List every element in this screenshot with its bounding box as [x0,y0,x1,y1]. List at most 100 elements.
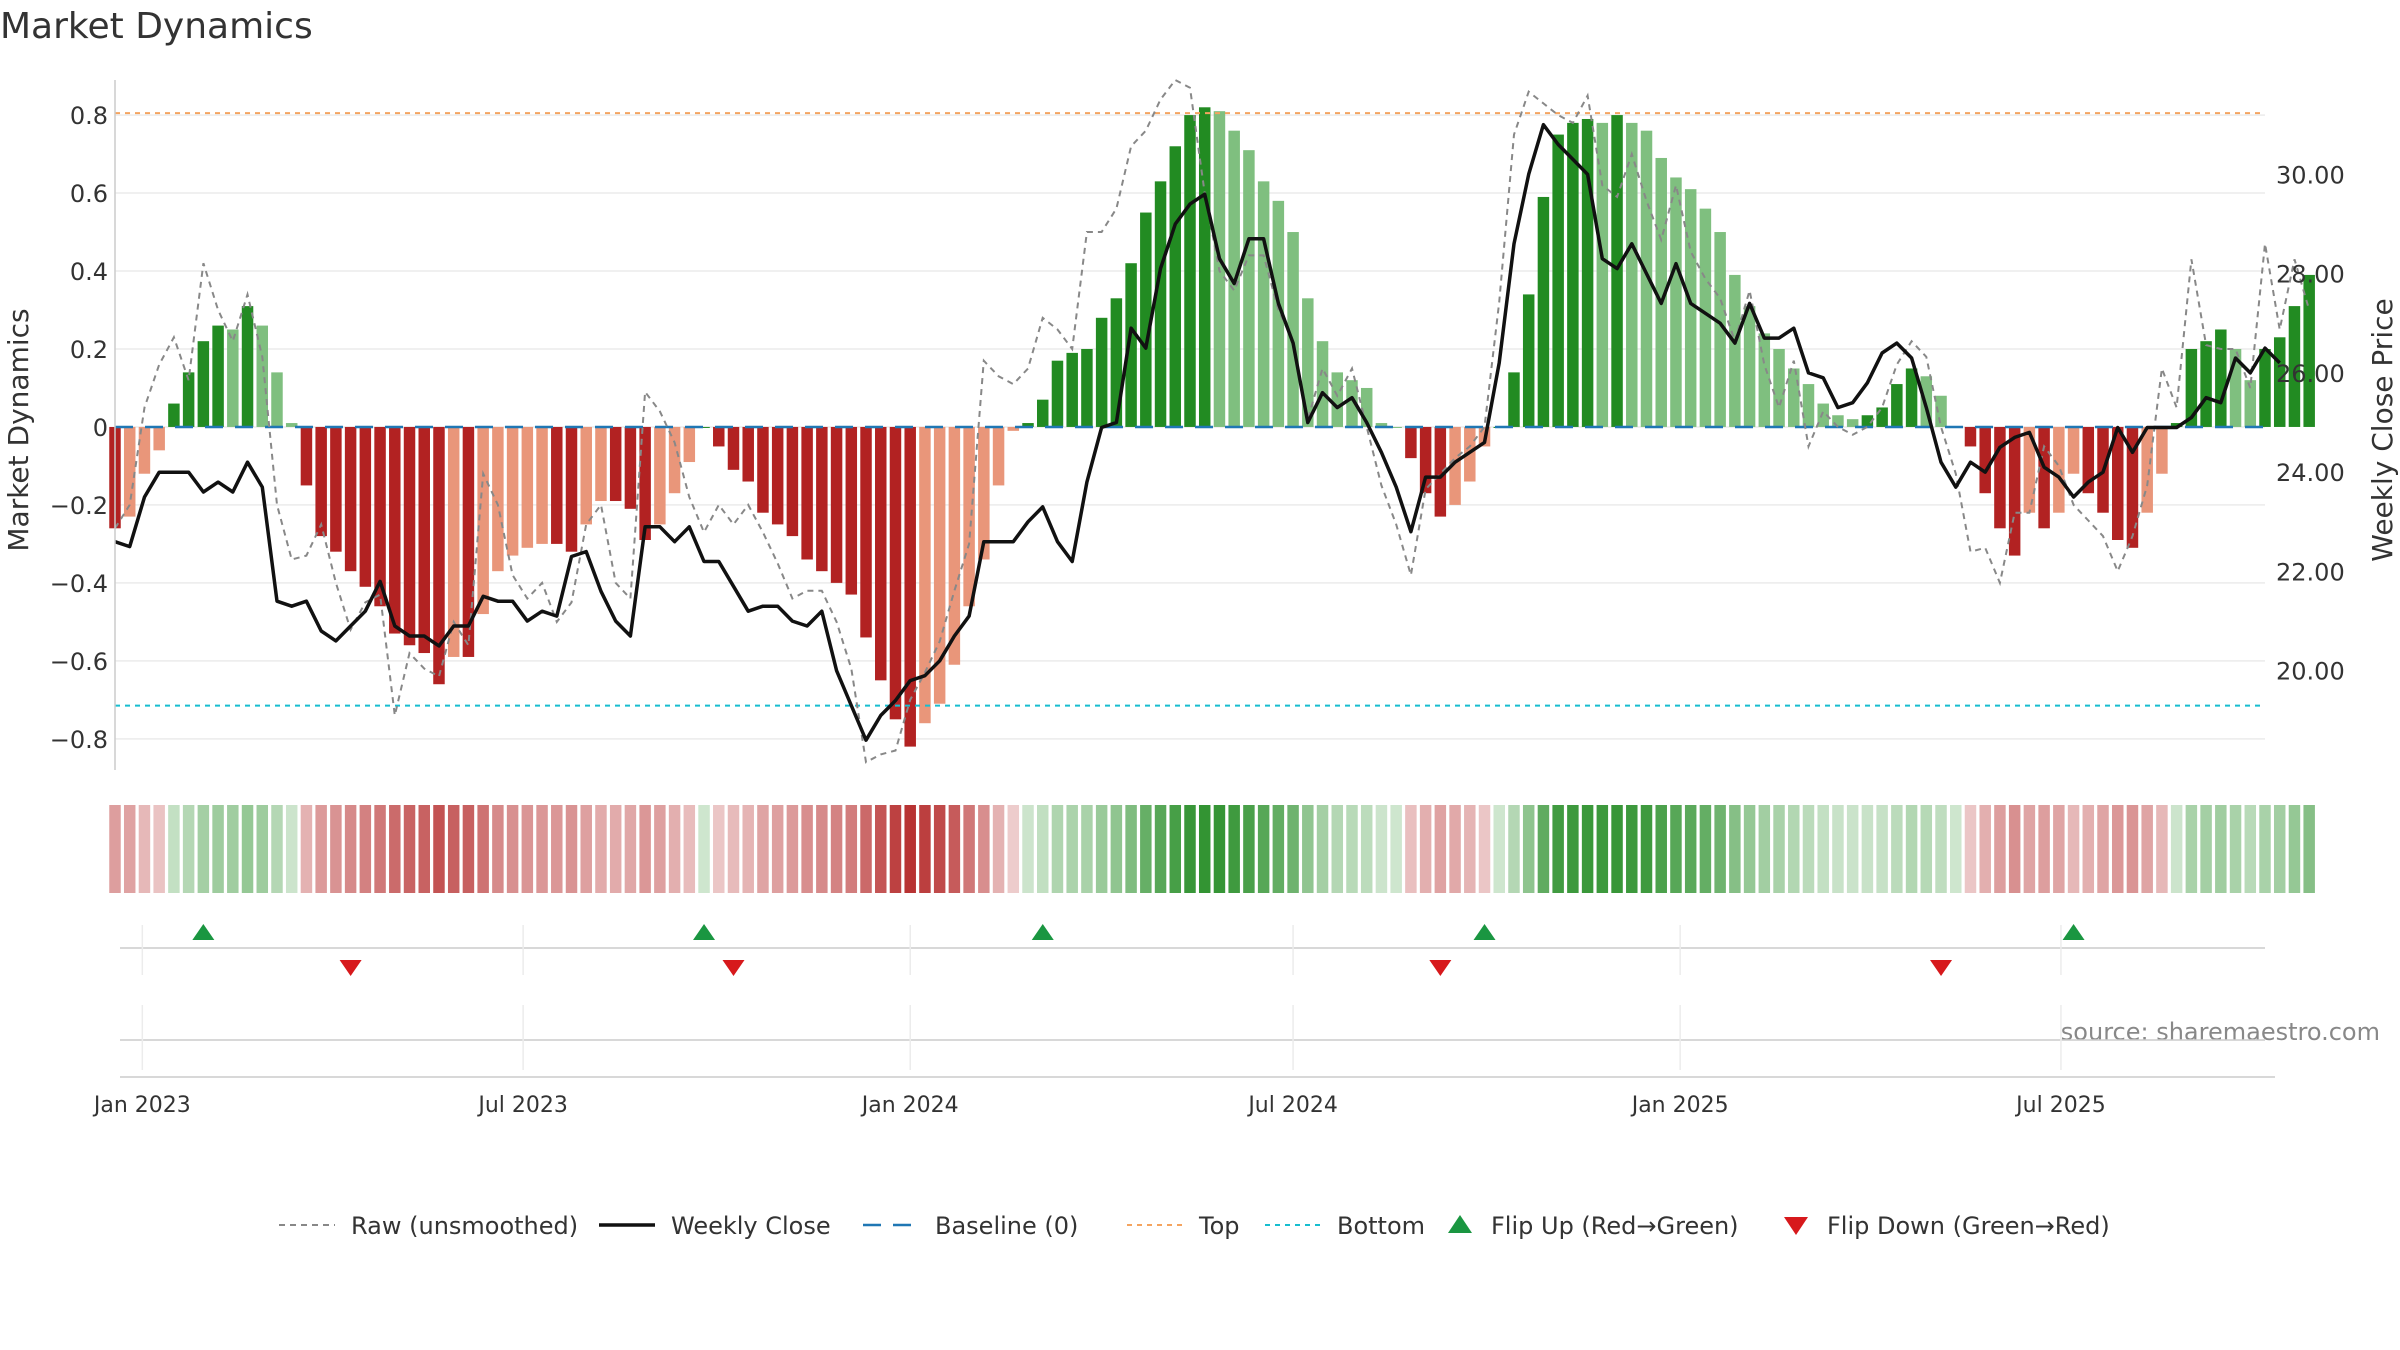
y-axis-right-label: Weekly Close Price [2366,298,2399,561]
regime-cell [1596,805,1609,893]
dynamics-bar [300,426,313,486]
flip-down-marker [722,960,745,976]
x-tick-label: Jul 2023 [476,1093,568,1118]
dynamics-bar [2156,426,2168,474]
regime-cell [1228,805,1240,893]
regime-cell [1140,805,1152,893]
regime-cell [1905,805,1918,893]
regime-cell [1817,805,1829,893]
regime-cell [1832,805,1844,893]
dynamics-bar [1655,157,1667,427]
regime-cell [2215,805,2227,893]
regime-cell [344,805,357,893]
dynamics-bar [1449,426,1461,505]
regime-cell [1066,805,1078,893]
dynamics-bar [153,426,165,451]
regime-cell [698,805,710,893]
dynamics-bar [2067,426,2080,474]
legend-label: Flip Up (Red→Green) [1491,1212,1739,1240]
axes: 0.8 0.6 0.4 0.2 0 −0.2 −0.4 −0.6 −0.8 30.00 28.00 2… [50,80,2345,770]
dynamics-bar [933,426,946,704]
regime-cell [477,805,489,893]
regime-cell [2229,805,2242,893]
dynamics-bar [683,426,696,463]
dynamics-bar [1964,426,1977,447]
dynamics-bar [1095,317,1108,427]
dynamics-bar [1670,177,1682,427]
y-left-tick-label: 0 [93,414,108,442]
dynamics-bar [447,426,460,657]
regime-cell [1316,805,1329,893]
regime-cell [1375,805,1388,893]
legend-label: Raw (unsmoothed) [351,1212,578,1240]
weekly-close-line [114,122,2281,742]
dynamics-bar [639,426,651,540]
dynamics-bar [1773,348,1785,427]
y-right-tick-label: 30.00 [2276,161,2345,189]
dynamics-bar [418,426,430,654]
regime-cell [1154,805,1167,893]
regime-cell [1434,805,1447,893]
dynamics-bar [212,325,224,427]
dynamics-bar [1022,423,1034,427]
regime-cell [2185,805,2198,893]
regime-cell [330,805,342,893]
regime-cell [1846,805,1859,893]
regime-cell [123,805,136,893]
dynamics-bar [1522,294,1535,427]
dynamics-bar [580,426,592,525]
dynamics-bar [1051,360,1064,427]
regime-cell [153,805,165,893]
dynamics-bar [1846,419,1859,427]
dynamics-bar [2244,380,2257,427]
regime-cell [1684,805,1697,893]
y-left-tick-label: 0.6 [70,180,108,208]
dynamics-bar [713,426,725,447]
dynamics-bar [904,426,916,747]
flip-down-marker [339,960,362,976]
dynamics-bar [374,426,386,607]
dynamics-bar [1596,122,1609,427]
flip-up-marker [693,924,716,940]
regime-cell [1346,805,1358,893]
legend-item-raw: Raw (unsmoothed) [279,1212,578,1240]
dynamics-bar [845,426,858,595]
regime-cell [1213,805,1226,893]
regime-cell [403,805,416,893]
dynamics-bar [1007,426,1020,431]
regime-cell [1331,805,1344,893]
legend-label: Top [1198,1212,1240,1240]
regime-cell [1611,805,1623,893]
regime-cell [1022,805,1034,893]
chart-title: Market Dynamics [0,6,313,47]
regime-cell [1184,805,1196,893]
legend: Raw (unsmoothed) Weekly Close Baseline (0)… [279,1212,2110,1240]
dynamics-bar [1272,200,1285,427]
y-right-tick-label: 26.00 [2276,360,2345,388]
dynamics-bar [1552,134,1564,427]
regime-cell [801,805,813,893]
dynamics-bar [1758,333,1771,427]
regime-cell [1964,805,1977,893]
regime-cell [2053,805,2065,893]
regime-cell [389,805,401,893]
flip-up-marker [2062,924,2085,940]
dynamics-bar [477,426,489,615]
regime-cell [683,805,696,893]
regime-cell [948,805,961,893]
flip-markers-panel [120,924,2265,976]
dynamics-bar [1994,426,2006,529]
raw-unsmoothed-line [114,78,2311,764]
regime-cell [1493,805,1505,893]
dynamics-bar [2229,348,2242,427]
series-lines [114,78,2311,764]
dynamics-bar [1891,384,1903,427]
regime-cell [1405,805,1417,893]
regime-cell [830,805,843,893]
regime-cell [1876,805,1888,893]
dynamics-bar [654,426,666,525]
dynamics-bar [624,426,637,509]
regime-cell [654,805,666,893]
dynamics-bar [2215,329,2227,427]
